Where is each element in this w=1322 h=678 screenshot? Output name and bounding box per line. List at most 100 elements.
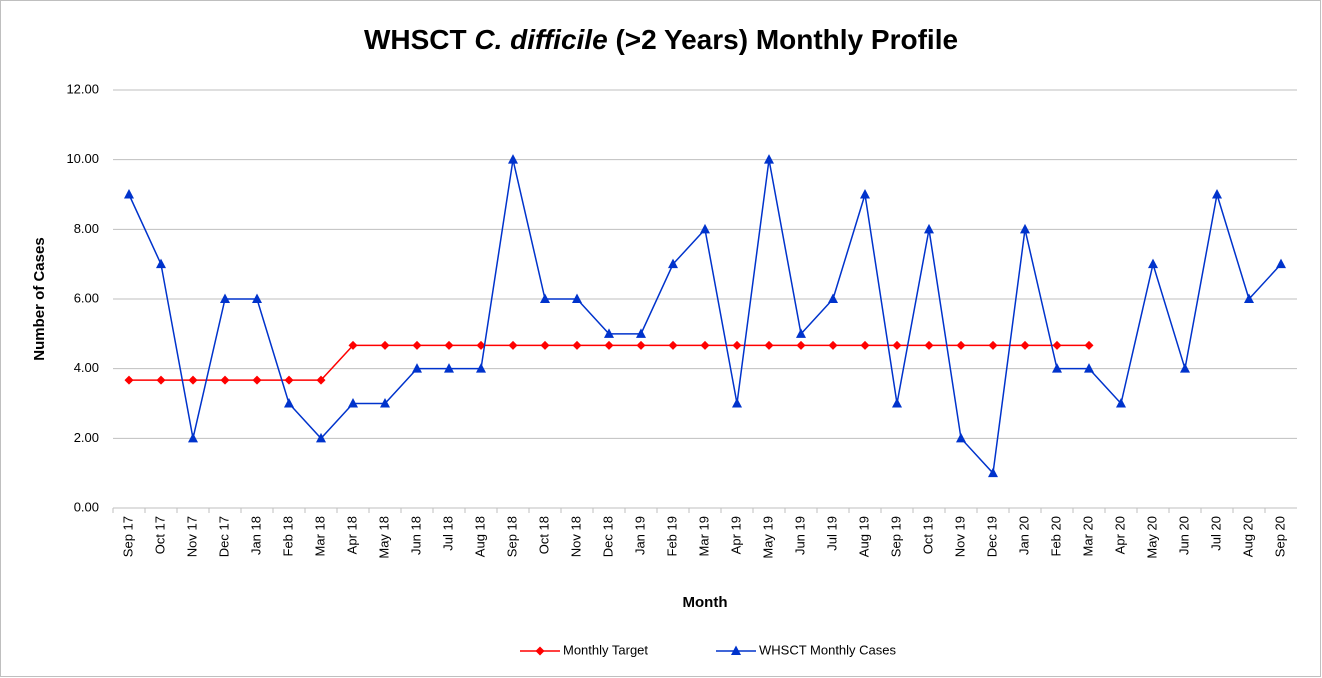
- data-point: [924, 223, 934, 234]
- y-axis-title: Number of Cases: [31, 237, 48, 360]
- x-tick-label: May 19: [760, 516, 775, 559]
- data-point: [188, 432, 198, 443]
- y-tick-label: 8.00: [74, 221, 99, 236]
- data-point: [764, 154, 774, 164]
- y-tick-label: 4.00: [74, 360, 99, 375]
- title-part: (>2 Years) Monthly Profile: [608, 24, 958, 55]
- data-point: [220, 375, 230, 385]
- data-point: [444, 363, 454, 373]
- data-point: [860, 340, 870, 350]
- x-tick-label: Oct 18: [536, 516, 551, 554]
- data-point: [540, 293, 550, 303]
- x-tick-label: Sep 19: [888, 516, 903, 557]
- data-point: [316, 375, 326, 385]
- x-tick-label: Dec 17: [216, 516, 231, 557]
- data-point: [284, 398, 294, 408]
- x-tick-label: May 18: [376, 516, 391, 559]
- y-tick-label: 6.00: [74, 290, 99, 305]
- title-part: WHSCT: [364, 24, 474, 55]
- data-point: [1148, 258, 1158, 269]
- data-point: [252, 375, 262, 385]
- data-point: [860, 189, 870, 199]
- x-axis-title: Month: [683, 594, 728, 611]
- x-tick-label: Jan 20: [1016, 516, 1031, 555]
- data-point: [188, 375, 198, 385]
- x-tick-label: Apr 20: [1112, 516, 1127, 554]
- data-point: [1276, 258, 1286, 269]
- data-point: [892, 340, 902, 350]
- x-tick-label: Apr 19: [728, 516, 743, 554]
- data-point: [508, 340, 518, 350]
- data-point: [348, 398, 358, 408]
- x-tick-label: Mar 20: [1080, 516, 1095, 556]
- x-tick-label: Aug 18: [472, 516, 487, 557]
- data-point: [732, 340, 742, 350]
- x-tick-label: Jul 19: [824, 516, 839, 551]
- data-point: [220, 293, 230, 303]
- data-point: [732, 398, 742, 408]
- chart-title: WHSCT C. difficile (>2 Years) Monthly Pr…: [364, 24, 958, 55]
- legend-label: WHSCT Monthly Cases: [759, 642, 897, 657]
- data-point: [636, 340, 646, 350]
- data-point: [412, 363, 422, 373]
- x-tick-label: Oct 17: [152, 516, 167, 554]
- data-point: [828, 340, 838, 350]
- data-point: [540, 340, 550, 350]
- x-tick-label: Jun 19: [792, 516, 807, 555]
- data-point: [444, 340, 454, 350]
- data-point: [924, 340, 934, 350]
- data-point: [284, 375, 294, 385]
- data-point: [796, 328, 806, 338]
- data-point: [892, 398, 902, 408]
- data-point: [508, 154, 518, 164]
- y-tick-label: 0.00: [74, 499, 99, 514]
- legend-label: Monthly Target: [563, 642, 648, 657]
- data-point: [828, 293, 838, 303]
- y-tick-label: 12.00: [66, 81, 99, 96]
- data-point: [124, 189, 134, 199]
- data-point: [1084, 363, 1094, 373]
- y-tick-label: 10.00: [66, 151, 99, 166]
- x-tick-label: Feb 19: [664, 516, 679, 556]
- data-point: [412, 340, 422, 350]
- data-point: [572, 293, 582, 303]
- data-point: [604, 340, 614, 350]
- x-tick-label: Jan 19: [632, 516, 647, 555]
- x-tick-label: Aug 20: [1240, 516, 1255, 557]
- data-point: [476, 363, 486, 373]
- data-point: [764, 340, 774, 350]
- x-tick-label: Mar 19: [696, 516, 711, 556]
- data-point: [700, 340, 710, 350]
- x-tick-label: Nov 18: [568, 516, 583, 557]
- data-point: [956, 432, 966, 443]
- data-point: [1084, 340, 1094, 350]
- data-point: [348, 340, 358, 350]
- x-tick-label: Sep 17: [120, 516, 135, 557]
- data-point: [1052, 363, 1062, 373]
- x-tick-label: Aug 19: [856, 516, 871, 557]
- x-tick-label: Jun 18: [408, 516, 423, 555]
- data-point: [124, 375, 134, 385]
- x-tick-label: Jul 20: [1208, 516, 1223, 551]
- data-point: [636, 328, 646, 338]
- x-tick-label: Sep 18: [504, 516, 519, 557]
- x-tick-label: Sep 20: [1272, 516, 1287, 557]
- x-tick-label: Dec 19: [984, 516, 999, 557]
- data-point: [1116, 398, 1126, 408]
- data-point: [988, 340, 998, 350]
- x-tick-label: Jun 20: [1176, 516, 1191, 555]
- data-point: [380, 340, 390, 350]
- data-point: [380, 398, 390, 408]
- data-point: [572, 340, 582, 350]
- data-point: [1052, 340, 1062, 350]
- legend-marker: [731, 645, 741, 655]
- data-point: [316, 432, 326, 443]
- data-point: [252, 293, 262, 303]
- x-tick-label: Feb 18: [280, 516, 295, 556]
- x-tick-label: Jul 18: [440, 516, 455, 551]
- data-point: [700, 223, 710, 234]
- data-point: [156, 375, 166, 385]
- data-point: [1020, 340, 1030, 350]
- x-tick-label: Mar 18: [312, 516, 327, 556]
